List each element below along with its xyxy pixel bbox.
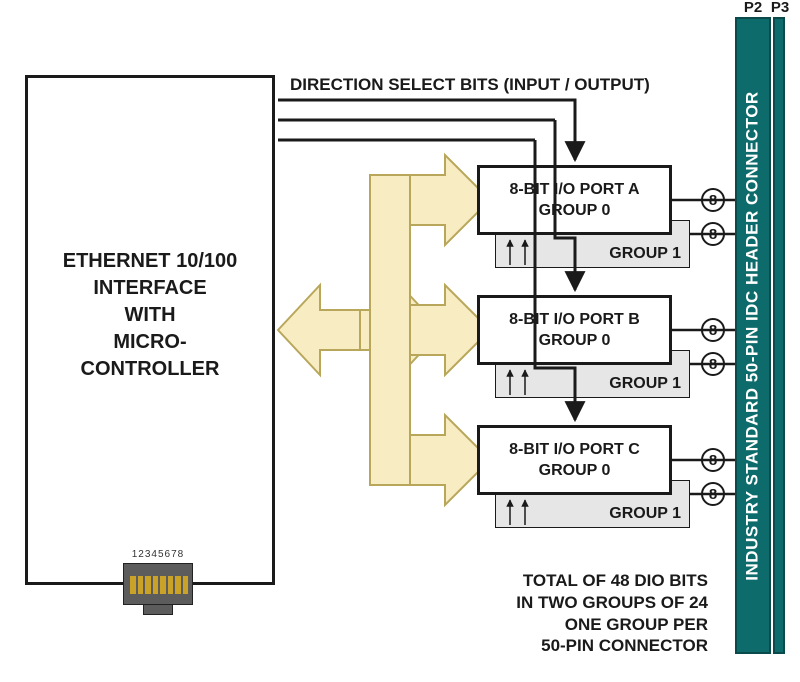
diagram-canvas: .bus{fill:#f8ecc2;stroke:#b8a75a;stroke-… xyxy=(0,0,800,682)
control-lines xyxy=(0,0,800,682)
